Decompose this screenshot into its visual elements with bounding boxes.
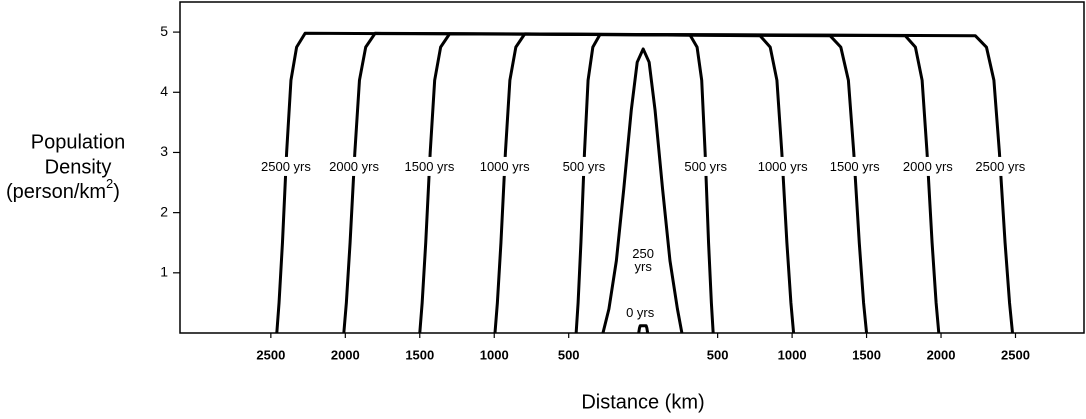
label-background	[559, 156, 609, 176]
series-label-group: 1500 yrs	[826, 156, 884, 176]
y-axis-unit-end: )	[113, 181, 120, 203]
series-label-group: 1000 yrs	[754, 156, 812, 176]
series-label: 0 yrs	[626, 305, 655, 320]
series-label: 2500 yrs	[261, 159, 311, 174]
label-background	[754, 156, 812, 176]
series-label: 1000 yrs	[758, 159, 808, 174]
x-tick-label: 2500	[256, 347, 285, 362]
x-tick-label: 2000	[331, 347, 360, 362]
series-label-group: 0 yrs	[623, 303, 658, 323]
label-background	[826, 156, 884, 176]
series-label: 2000 yrs	[329, 159, 379, 174]
series-label-group: 500 yrs	[559, 156, 609, 176]
x-tick-label: 1500	[852, 347, 881, 362]
x-tick-label: 2500	[1001, 347, 1030, 362]
series-label-group: 1000 yrs	[476, 156, 534, 176]
density-curve	[342, 31, 941, 334]
series-label-group: 2500 yrs	[258, 156, 315, 176]
series-label-group: 500 yrs	[681, 156, 731, 176]
label-background	[623, 303, 658, 323]
plot-frame	[179, 1, 1085, 334]
y-axis-superscript: 2	[106, 176, 113, 191]
y-tick-label: 3	[160, 143, 168, 159]
series-label-group: 1500 yrs	[401, 156, 458, 176]
x-tick-label: 1000	[778, 347, 807, 362]
label-background	[326, 156, 383, 176]
series-label: 2000 yrs	[903, 159, 953, 174]
x-axis-label: Distance (km)	[581, 391, 704, 413]
density-curve	[601, 47, 684, 334]
density-curve	[275, 31, 1015, 334]
series-label: 2500 yrs	[975, 159, 1025, 174]
density-curve	[637, 324, 650, 334]
y-axis-label: Population	[31, 131, 126, 153]
x-tick-label: 1500	[405, 347, 434, 362]
series-label: 500 yrs	[684, 159, 727, 174]
series-label-box: 250 yrs	[632, 246, 654, 274]
y-axis-unit: (person/km	[6, 181, 106, 203]
density-curve	[418, 32, 869, 334]
x-tick-label: 500	[558, 347, 580, 362]
label-background	[401, 156, 458, 176]
y-tick-label: 5	[160, 23, 168, 39]
density-curve	[493, 32, 796, 334]
x-tick-label: 2000	[927, 347, 956, 362]
label-background	[258, 156, 315, 176]
y-axis-label: (person/km2)	[6, 176, 120, 203]
density-curve	[574, 33, 715, 334]
series-label-group: 2500 yrs	[972, 156, 1029, 176]
y-axis-label: Density	[45, 156, 112, 178]
series-label: 500 yrs	[563, 159, 606, 174]
series-label: 1500 yrs	[405, 159, 455, 174]
series-label-group: 2000 yrs	[326, 156, 383, 176]
y-tick-label: 2	[160, 203, 168, 219]
y-tick-label: 4	[160, 83, 168, 99]
x-tick-label: 500	[707, 347, 729, 362]
label-background	[899, 156, 957, 176]
series-label: 1500 yrs	[830, 159, 880, 174]
x-tick-label: 1000	[480, 347, 509, 362]
label-background	[972, 156, 1029, 176]
series-label-group: 2000 yrs	[899, 156, 957, 176]
y-tick-label: 1	[160, 264, 168, 280]
series-label: 250 yrs	[632, 246, 654, 274]
label-background	[476, 156, 534, 176]
label-background	[681, 156, 731, 176]
series-label: 1000 yrs	[480, 159, 530, 174]
